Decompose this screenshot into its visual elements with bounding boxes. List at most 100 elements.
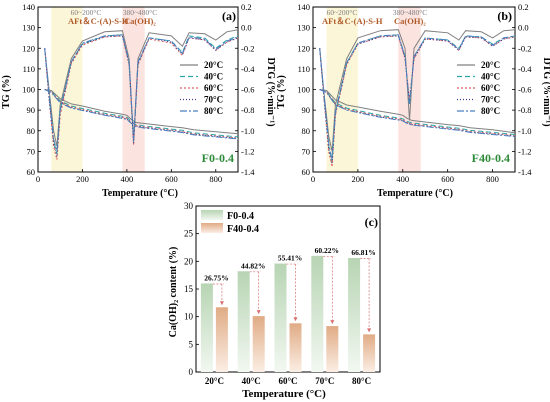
legend-label-1: 20°C [204,60,223,70]
x-axis-label: Temperature (°C) [377,188,453,199]
y-tick-label: 30 [184,201,194,211]
legend-label-2: 40°C [481,72,500,82]
sample-label: F0-0.4 [202,151,234,165]
y2-tick-label: -0.6 [241,85,254,95]
y-tick-label: 110 [298,64,310,74]
y-axis-label: Ca(OH)₂ content (%) [168,247,179,338]
x-axis-label: Temperature (°C) [102,188,178,199]
y2-tick-label: -0.8 [241,105,254,115]
x-tick-label: 60°C [278,376,297,386]
y2-tick-label: 0.2 [241,2,252,12]
band-range-label-2: 380~480°C [393,8,428,17]
band-phase-label-1: AFt＆C-(A)-S-H [68,16,129,26]
y2-axis-label: DTG (%·min⁻¹) [541,57,550,126]
bar-f40-0.4 [252,316,265,372]
x-tick-label: 800 [486,174,499,184]
y2-tick-label: 0.2 [518,2,529,12]
panel-label: (b) [497,9,512,23]
tg-line-2 [44,89,239,138]
legend-label-2: 40°C [204,72,223,82]
bar-f40-0.4 [215,307,228,372]
tg-line-1 [44,89,239,135]
bar-f0-0.4 [311,255,324,372]
dtg-line-3 [319,35,516,167]
y-tick-label: 60 [27,167,36,177]
reduction-label: 26.75% [204,273,228,282]
legend-label-5: 80°C [204,106,223,116]
y-tick-label: 140 [22,2,35,12]
y-tick-label: 80 [302,126,311,136]
dtg-line-4 [44,35,239,157]
y-tick-label: 20 [184,256,194,266]
x-tick-label: 600 [441,174,454,184]
x-tick-label: 600 [165,174,178,184]
panel-b-tg-dtg-chart: 0 200 400 600 800 60 70 80 90 100 110 120 130 140 0.2 0… [276,2,550,199]
bar-f0-0.4 [348,258,361,372]
y2-axis-label: DTG (%·min⁻¹) [265,57,276,126]
axes: 0 200 400 600 800 60 70 80 90 100 110 120 130 140 0.2 0… [22,2,255,184]
bar-f40-0.4 [289,323,302,372]
axes: 0 200 400 600 800 60 70 80 90 100 110 120 130 140 0.2 0… [297,2,532,184]
y-tick-label: 130 [297,23,310,33]
legend-label-4: 70°C [481,95,500,105]
band-2 [398,7,421,172]
bar-f0-0.4 [200,283,213,372]
bar-f40-0.4 [326,326,339,372]
band-1 [51,7,83,172]
reduction-arrow-head [330,320,335,325]
y-tick-label: 130 [22,23,35,33]
legend-swatch-1 [201,210,223,220]
reduction-label: 66.81% [351,248,375,257]
tg-curves [44,89,239,140]
y-tick-label: 0 [189,367,194,377]
y2-tick-label: -1.4 [241,167,255,177]
legend-label-3: 60°C [204,83,223,93]
x-tick-label: 40°C [242,376,261,386]
y2-tick-label: -1.4 [518,167,532,177]
tg-line-1 [319,89,516,134]
panel-label: (c) [365,215,378,229]
x-tick-label: 20°C [205,376,224,386]
y2-tick-label: -1.0 [518,126,531,136]
dtg-curves [319,29,516,167]
dtg-curves [44,29,239,160]
legend-label-1: 20°C [481,60,500,70]
y-tick-label: 120 [22,43,35,53]
y-tick-label: 100 [22,85,35,95]
y-tick-label: 110 [23,64,35,74]
legend: 20°C 40°C60°C 70°C80°C [457,60,500,116]
band-2 [122,7,145,172]
reduction-arrow-head [367,328,372,333]
x-axis-label: Temperature (°C) [242,388,326,400]
tg-line-5 [319,89,516,137]
y2-tick-label: -1.2 [518,146,531,156]
y-tick-label: 140 [297,2,310,12]
y-tick-label: 15 [184,284,194,294]
bar-f0-0.4 [237,271,250,372]
x-tick-label: 400 [396,174,409,184]
bar-f40-0.4 [363,334,376,372]
bar-f0-0.4 [274,263,287,372]
panel-c-bar-chart: 0 5 10 15 20 25 30 20°C 40°C 60°C 70°C 80°C 26.75% 4… [168,201,381,400]
legend: F0-0.4 F40-0.4 [201,210,259,235]
x-tick-label: 800 [209,174,222,184]
y2-tick-label: 0.0 [241,23,252,33]
dtg-line-5 [44,34,239,152]
reduction-arrow-head [219,301,224,306]
x-tick-label: 0 [311,174,315,184]
reduction-label: 44.82% [241,261,265,270]
x-tick-label: 0 [36,174,40,184]
legend-label-5: 80°C [481,106,500,116]
temperature-bands [326,7,421,172]
panel-label: (a) [222,9,236,23]
tg-curves [319,89,516,137]
y2-tick-label: -0.4 [518,64,532,74]
y2-tick-label: -0.2 [241,43,254,53]
y-tick-label: 25 [184,229,194,239]
y-tick-label: 60 [302,167,311,177]
y-tick-label: 90 [302,105,311,115]
y2-tick-label: -1.0 [241,126,254,136]
band-phase-label-2: Ca(OH)₂ [394,16,426,26]
legend-label-2: F40-0.4 [227,224,259,235]
